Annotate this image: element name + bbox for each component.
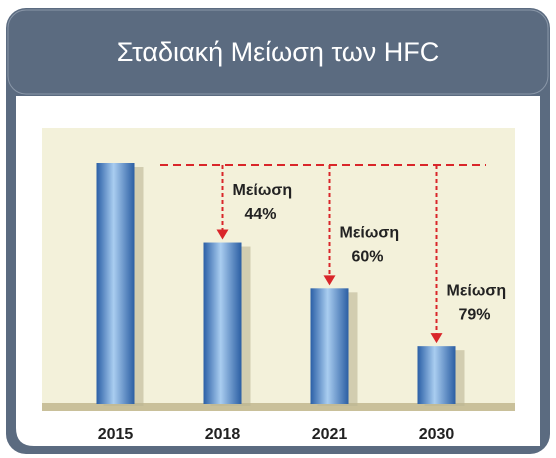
arrow-head: [216, 229, 229, 240]
arrow-head: [323, 275, 336, 286]
bar: [96, 163, 135, 404]
arrow-head: [430, 333, 443, 344]
reduction-label: 44%: [245, 206, 277, 223]
annotation-label: Μείωση: [447, 282, 507, 299]
x-tick-label: 2030: [419, 426, 455, 443]
annotation-label: Μείωση: [233, 182, 293, 199]
reduction-label: 60%: [352, 249, 384, 266]
header: [7, 9, 549, 95]
bar: [310, 288, 349, 404]
x-tick-label: 2021: [312, 426, 348, 443]
ground: [42, 403, 515, 411]
bar: [417, 346, 456, 404]
chart-title: Σταδιακή Μείωση των HFC: [117, 37, 440, 67]
bar: [203, 242, 242, 404]
annotation-label: Μείωση: [340, 225, 400, 242]
x-tick-label: 2015: [98, 426, 134, 443]
reduction-label: 79%: [459, 306, 491, 323]
x-tick-label: 2018: [205, 426, 241, 443]
